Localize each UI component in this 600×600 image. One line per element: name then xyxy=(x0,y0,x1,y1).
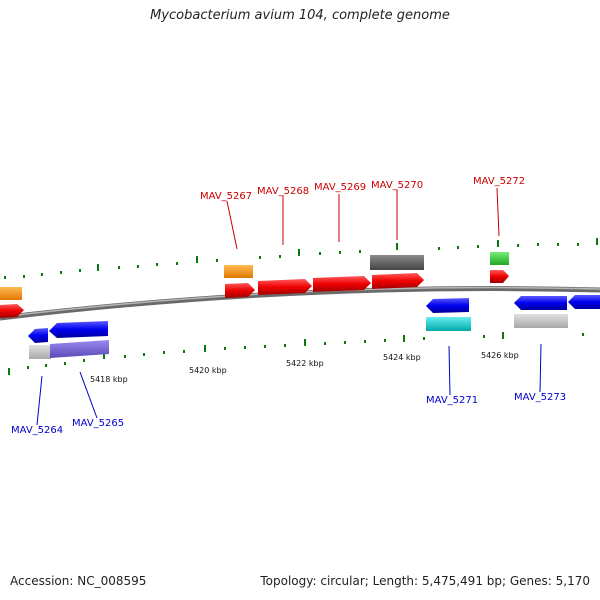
gene-feature[interactable] xyxy=(0,304,24,318)
gene-label[interactable]: MAV_5270 xyxy=(371,180,423,191)
gene-feature[interactable] xyxy=(225,283,255,298)
genome-title: Mycobacterium avium 104, complete genome xyxy=(150,8,450,23)
gene-label[interactable]: MAV_5271 xyxy=(426,395,478,406)
accession-text: Accession: NC_008595 xyxy=(10,574,147,588)
gene-feature[interactable] xyxy=(49,321,108,338)
scale-label: 5422 kbp xyxy=(286,359,324,368)
gene-label[interactable]: MAV_5273 xyxy=(514,392,566,403)
gene-label[interactable]: MAV_5265 xyxy=(72,418,124,429)
gene-feature[interactable] xyxy=(490,252,509,265)
gene-feature[interactable] xyxy=(514,296,567,310)
gene-feature[interactable] xyxy=(29,345,51,359)
gene-label[interactable]: MAV_5264 xyxy=(11,425,63,436)
scale-label: 5418 kbp xyxy=(90,375,128,384)
gene-feature[interactable] xyxy=(28,328,48,343)
gene-label[interactable]: MAV_5267 xyxy=(200,191,252,202)
gene-feature[interactable] xyxy=(372,273,424,289)
reverse-tick-row xyxy=(8,332,584,375)
forward-strand-genes xyxy=(0,252,509,318)
forward-tick-row xyxy=(4,238,598,279)
gene-label[interactable]: MAV_5272 xyxy=(473,176,525,187)
gene-feature[interactable] xyxy=(370,255,424,270)
reverse-leader-lines xyxy=(36,343,542,426)
gene-feature[interactable] xyxy=(313,276,371,292)
gene-label[interactable]: MAV_5268 xyxy=(257,186,309,197)
scale-label: 5420 kbp xyxy=(189,366,227,375)
gene-feature[interactable] xyxy=(490,270,509,283)
gene-feature[interactable] xyxy=(224,265,253,278)
gene-feature[interactable] xyxy=(426,298,469,313)
gene-feature[interactable] xyxy=(568,295,600,309)
gene-label[interactable]: MAV_5269 xyxy=(314,182,366,193)
scale-label: 5426 kbp xyxy=(481,351,519,360)
gene-feature[interactable] xyxy=(0,287,22,300)
forward-leader-lines xyxy=(226,187,500,250)
genome-summary-text: Topology: circular; Length: 5,475,491 bp… xyxy=(260,574,590,588)
gene-feature[interactable] xyxy=(426,317,471,331)
gene-feature[interactable] xyxy=(50,340,109,358)
gene-feature[interactable] xyxy=(514,314,568,328)
reverse-strand-genes xyxy=(28,295,600,359)
scale-label: 5424 kbp xyxy=(383,353,421,362)
gene-feature[interactable] xyxy=(258,279,312,295)
